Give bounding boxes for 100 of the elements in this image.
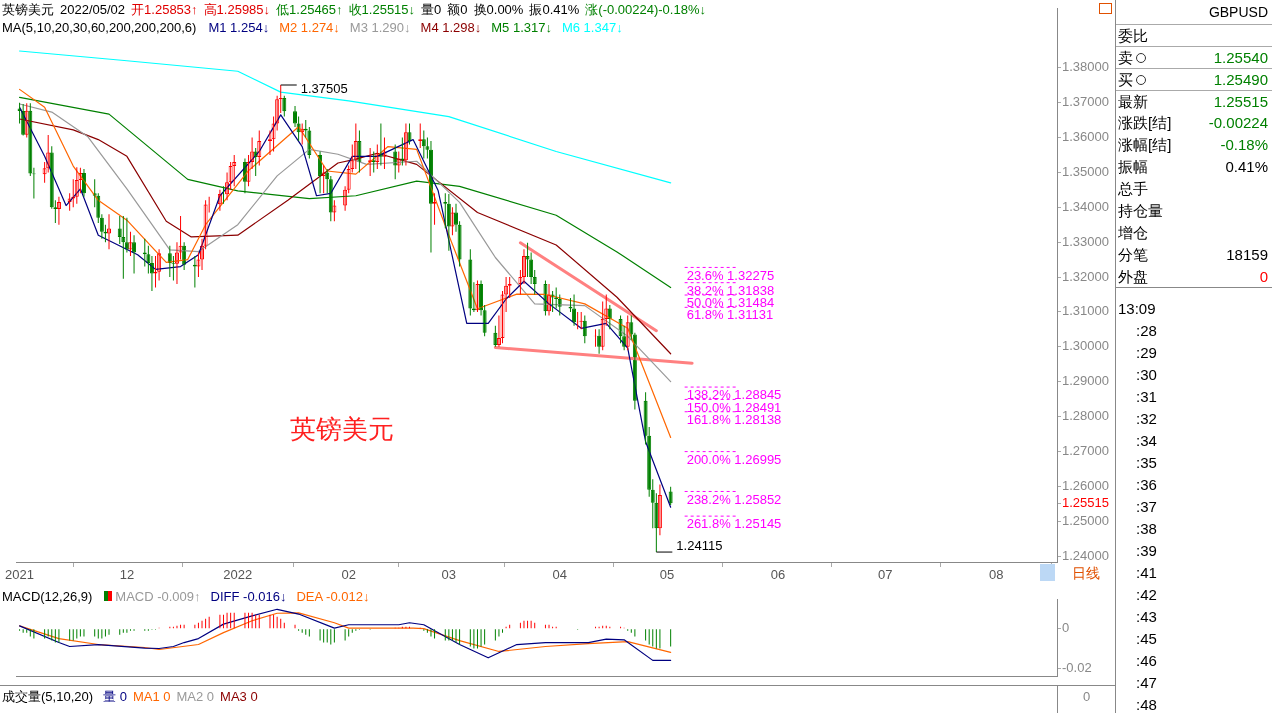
category-label: 总手: [1118, 179, 1148, 199]
text: :48: [1136, 696, 1157, 713]
annotation: 2022/05/02: [60, 2, 126, 17]
ref-line-label: 238.2% 1.25852: [686, 491, 782, 507]
y-tick-label: 1.38000: [1062, 59, 1109, 75]
y-tick-label: 1.28000: [1062, 408, 1109, 424]
text: MA3 0: [220, 689, 258, 704]
ref-line-label: 23.6% 1.32275: [686, 267, 775, 283]
text: GBPUSD: [1208, 4, 1268, 20]
y-tick-label: 1.27000: [1062, 443, 1109, 459]
text: :31: [1136, 388, 1157, 406]
y-tick-label: 1.36000: [1062, 129, 1109, 145]
y-tick-label: 1.31000: [1062, 303, 1109, 319]
y-tick-label: 1.29000: [1062, 373, 1109, 389]
y-tick-label: 1.30000: [1062, 338, 1109, 354]
annotation: 量0: [421, 2, 442, 17]
text: :45: [1136, 630, 1157, 648]
legend-label: MACD -0.009↑: [115, 589, 201, 604]
data-label: 18159: [1226, 245, 1268, 265]
category-label: 涨幅[结]: [1118, 135, 1172, 155]
annotation: 收1.25515↓: [348, 2, 416, 17]
text: :46: [1136, 652, 1157, 670]
annotation: 额0: [447, 2, 468, 17]
y-tick-label: 1.24000: [1062, 547, 1109, 563]
x-tick-label: 03: [441, 567, 457, 583]
text: M4 1.298↓: [420, 20, 482, 35]
y-tick-label: 1.37000: [1062, 94, 1109, 110]
y-tick-label: -0.02: [1062, 659, 1092, 675]
annotation: 开1.25853↑: [131, 2, 198, 17]
text: :28: [1136, 322, 1157, 340]
x-tick-label: 06: [770, 567, 786, 583]
text: :34: [1136, 432, 1157, 450]
text: :42: [1136, 586, 1157, 604]
annotation: 1.37505: [300, 80, 348, 96]
text: 13:09: [1118, 300, 1156, 318]
y-tick-label: 1.35000: [1062, 163, 1109, 179]
text: :37: [1136, 498, 1157, 516]
category-label: 涨跌[结]: [1118, 113, 1172, 133]
data-label: 1.25540: [1213, 48, 1268, 68]
y-tick-label: 1.25000: [1062, 512, 1109, 528]
text: :32: [1136, 410, 1157, 428]
text: 英镑美元: [290, 414, 394, 444]
annotation: 英镑美元: [2, 2, 54, 17]
category-label: 增仓: [1118, 223, 1148, 243]
legend-title: MACD(12,26,9): [2, 589, 93, 604]
text: M3 1.290↓: [349, 20, 411, 35]
text: M5 1.317↓: [491, 20, 552, 35]
x-tick-label: 2022: [223, 567, 253, 583]
data-label: -0.00224: [1208, 113, 1268, 133]
category-label: 卖: [1118, 48, 1133, 68]
text: :35: [1136, 454, 1157, 472]
data-label: -0.18%: [1220, 135, 1268, 155]
ref-line-label: 38.2% 1.31838: [686, 282, 775, 298]
legend-title: 成交量(5,10,20): [2, 689, 94, 704]
category-label: 买: [1118, 70, 1133, 90]
category-label: 最新: [1118, 92, 1148, 112]
category-label: 振幅: [1118, 157, 1148, 177]
series-label: DEA -0.012↓: [296, 589, 370, 604]
text: :43: [1136, 608, 1157, 626]
data-label: 1.25515: [1213, 92, 1268, 112]
annotation: 振0.41%: [529, 2, 580, 17]
text: M1 1.254↓: [208, 20, 270, 35]
text: 量 0: [103, 689, 127, 704]
annotation: 换0.00%: [473, 2, 524, 17]
x-tick-label: 02: [341, 567, 356, 583]
category-label: 委比: [1118, 26, 1148, 46]
x-axis-title: 日线: [1071, 565, 1101, 581]
text: :38: [1136, 520, 1157, 538]
category-label: 外盘: [1118, 267, 1148, 287]
text: :30: [1136, 366, 1157, 384]
legend-title: MA(5,10,20,30,60,200,200,200,6): [2, 20, 197, 35]
x-tick-label: 07: [878, 567, 893, 583]
y-tick-label: 1.33000: [1062, 233, 1109, 249]
data-label: 1.25490: [1213, 70, 1268, 90]
data-label: 0.41%: [1225, 157, 1268, 177]
annotation: 涨(-0.00224)-0.18%↓: [585, 2, 706, 17]
x-tick-label: 04: [552, 567, 567, 583]
data-label: 0: [1259, 267, 1268, 287]
y-tick-label: 1.32000: [1062, 268, 1109, 284]
text: M6 1.347↓: [561, 20, 623, 35]
text: MA2 0: [176, 689, 215, 704]
text: MA1 0: [132, 689, 171, 704]
text: :47: [1136, 674, 1157, 692]
category-label: 分笔: [1118, 245, 1148, 265]
x-tick-label: 05: [659, 567, 675, 583]
annotation: 高1.25985↓: [203, 2, 271, 17]
x-tick-label: 2021: [5, 567, 35, 583]
text: :41: [1136, 564, 1157, 582]
y-tick-label: 1.26000: [1062, 477, 1109, 493]
text: :36: [1136, 476, 1157, 494]
x-tick-label: 12: [119, 567, 135, 583]
category-label: 持仓量: [1118, 201, 1163, 221]
text: M2 1.274↓: [279, 20, 340, 35]
ref-line-label: 261.8% 1.25145: [686, 516, 782, 532]
y-tick-label: 0: [1062, 620, 1070, 636]
x-tick-label: 08: [988, 567, 1004, 583]
y-tick-label: 1.25515: [1062, 494, 1109, 510]
text: :39: [1136, 542, 1157, 560]
annotation: 低1.25465↑: [276, 2, 343, 17]
annotation: 1.24115: [676, 537, 723, 553]
